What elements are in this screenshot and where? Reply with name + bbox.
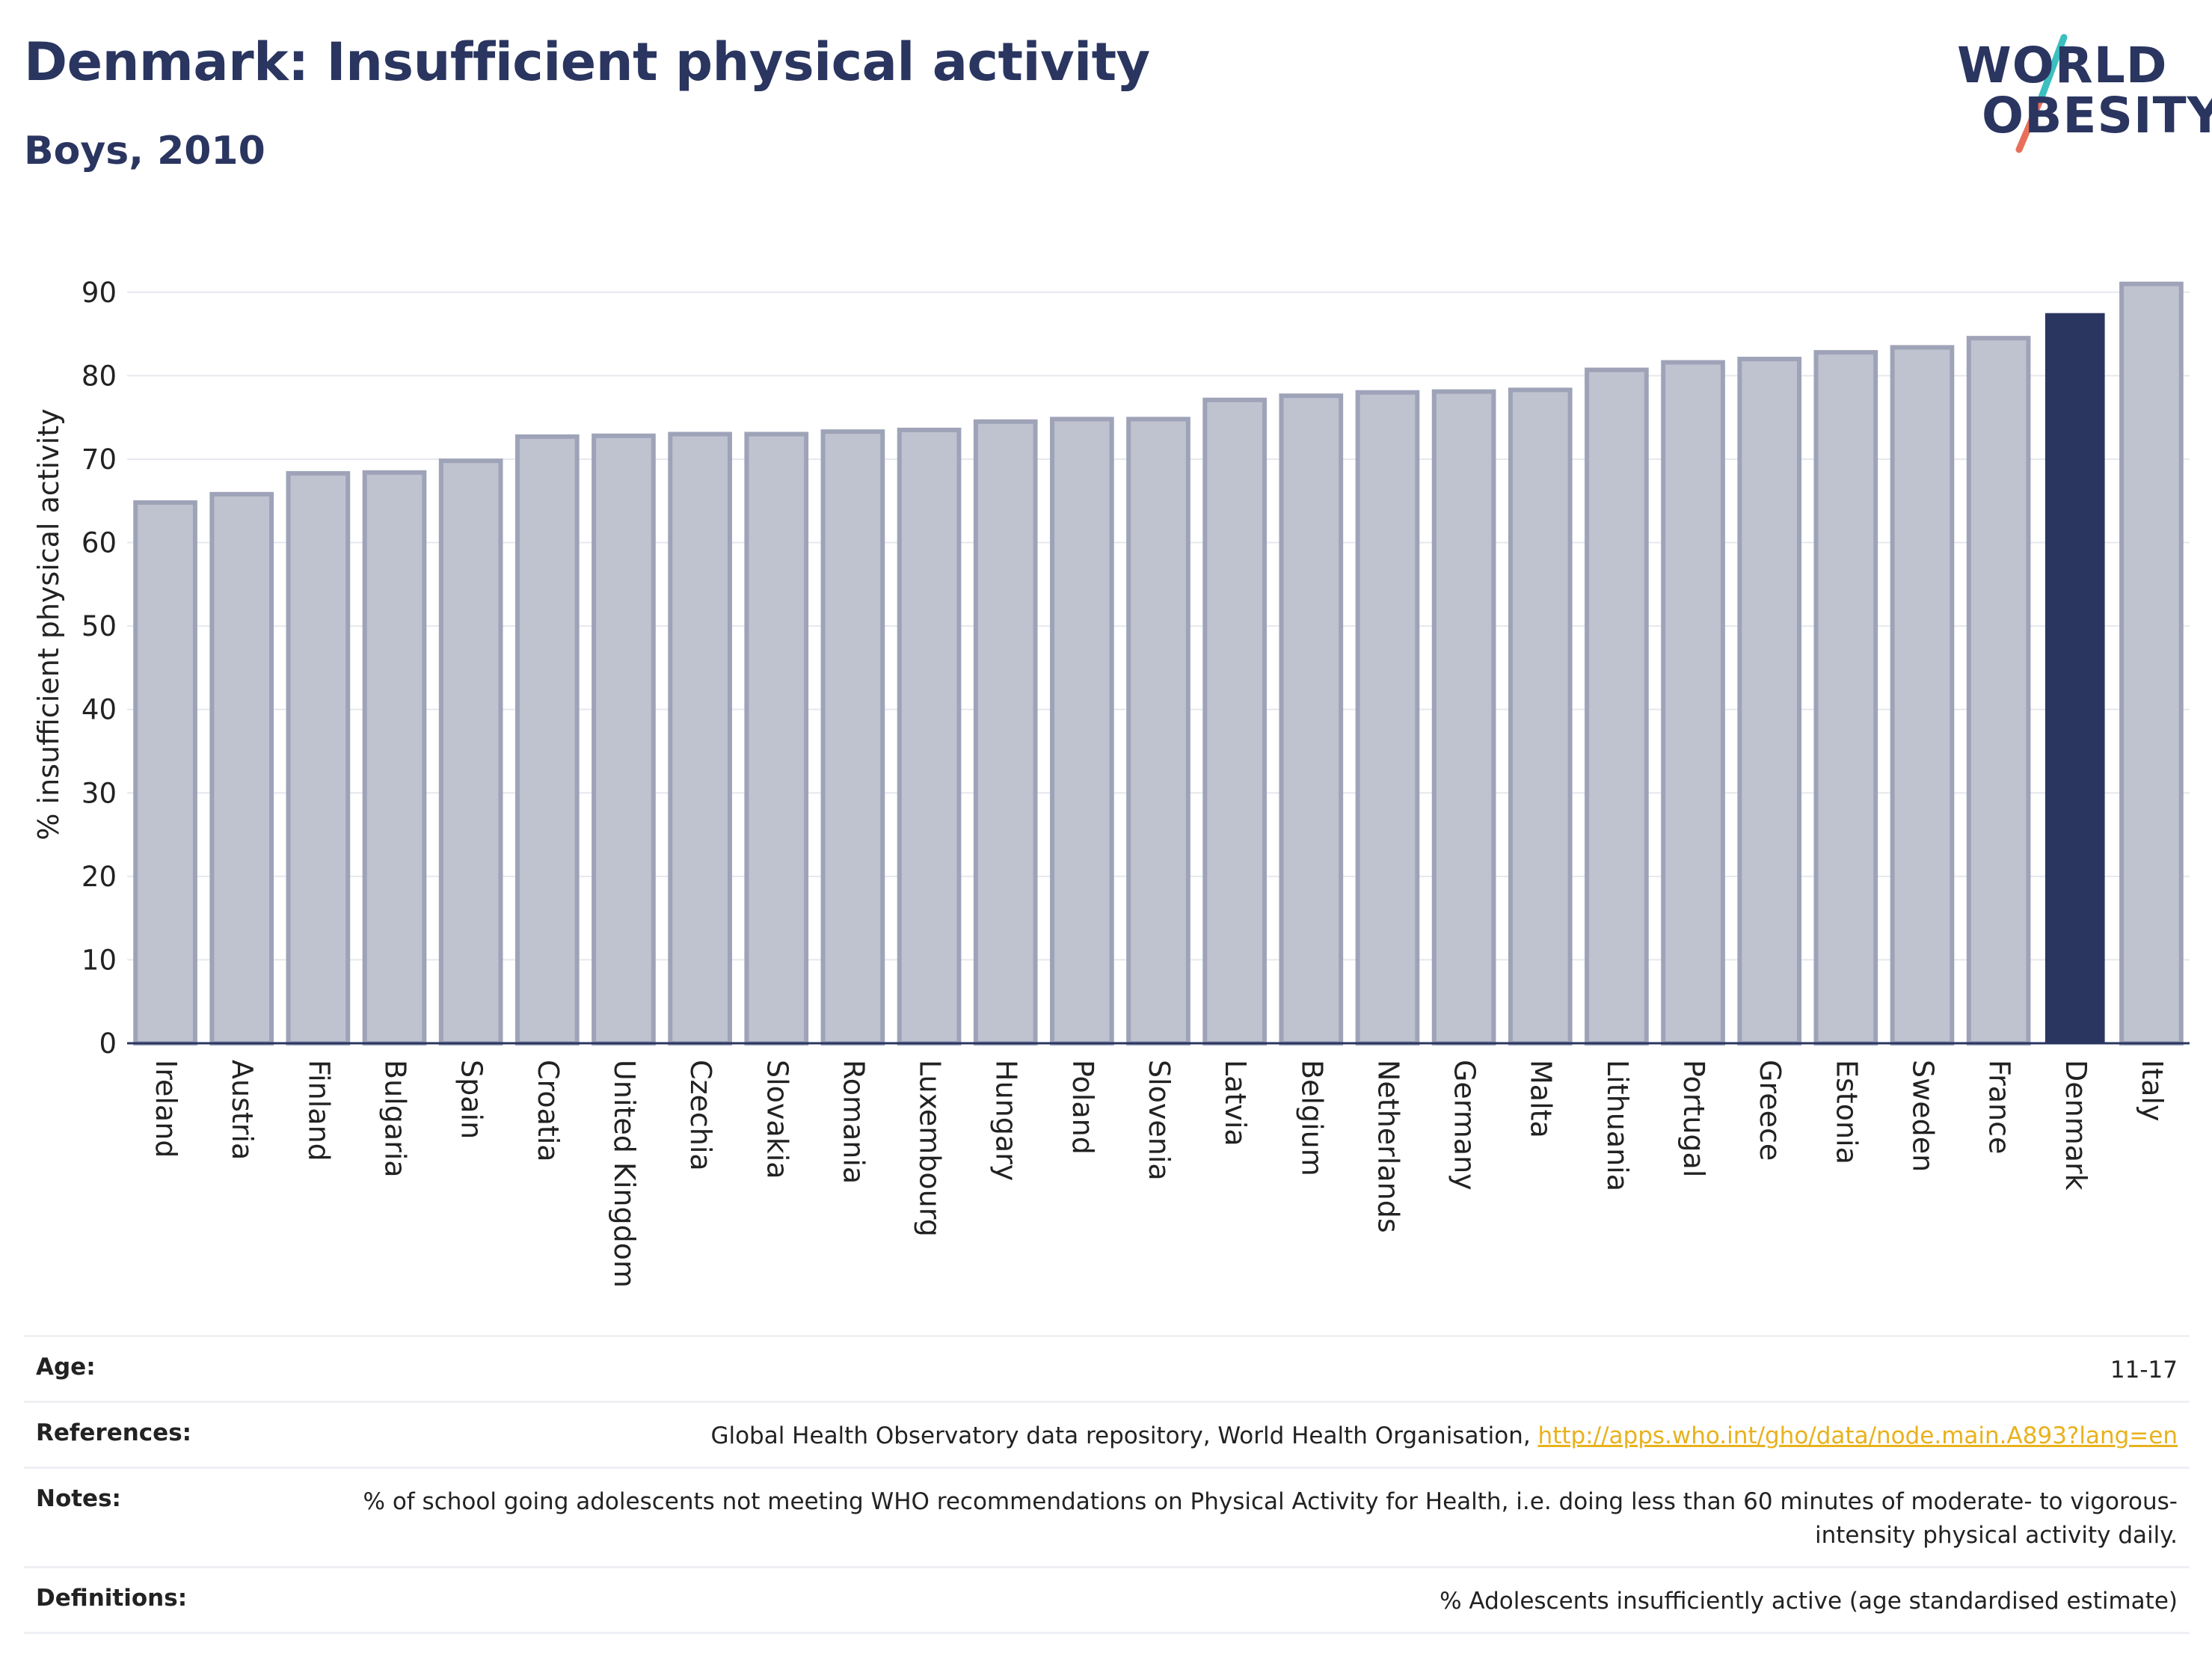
- x-tick-label: Greece: [1754, 1060, 1787, 1161]
- bar-italy: [2119, 281, 2184, 1045]
- x-tick-label: Croatia: [532, 1060, 565, 1162]
- bar-austria: [209, 491, 274, 1045]
- meta-key-definitions: Definitions:: [36, 1584, 188, 1612]
- references-link[interactable]: http://apps.who.int/gho/data/node.main.A…: [1537, 1422, 2178, 1449]
- x-tick-label: United Kingdom: [608, 1060, 641, 1288]
- meta-key-references: References:: [36, 1419, 192, 1446]
- x-tick-label: Austria: [226, 1060, 259, 1160]
- bar-france: [1966, 336, 2031, 1045]
- bar-poland: [1050, 417, 1114, 1045]
- meta-key-notes: Notes:: [36, 1484, 121, 1512]
- x-tick-label: Sweden: [1906, 1060, 1939, 1172]
- bar-malta: [1508, 387, 1573, 1045]
- x-tick-label: France: [1983, 1060, 2016, 1154]
- x-tick-label: Netherlands: [1371, 1060, 1404, 1233]
- meta-key-age: Age:: [36, 1354, 96, 1381]
- bar-germany: [1431, 389, 1496, 1045]
- bar-netherlands: [1355, 390, 1420, 1045]
- meta-value-references: Global Health Observatory data repositor…: [710, 1419, 2178, 1453]
- x-tick-label: Portugal: [1677, 1060, 1710, 1177]
- bar-czechia: [668, 432, 732, 1045]
- bar-latvia: [1202, 397, 1267, 1045]
- x-tick-label: Malta: [1525, 1060, 1558, 1138]
- bar-chart: 0 10 20 30 40 50 60 70 80 90 Ireland Austria Finland…: [32, 277, 2190, 1288]
- x-tick-label: Ireland: [150, 1060, 182, 1158]
- references-text: Global Health Observatory data repositor…: [710, 1422, 1538, 1449]
- bar-bulgaria: [362, 470, 427, 1045]
- bar-portugal: [1661, 360, 1725, 1045]
- x-tick-label: Lithuania: [1601, 1060, 1634, 1191]
- page-title: Denmark: Insufficient physical activity: [24, 31, 1150, 93]
- x-tick-label: Romania: [837, 1060, 870, 1184]
- x-tick-label: Slovenia: [1143, 1060, 1176, 1181]
- bar-estonia: [1813, 350, 1878, 1045]
- bar-sweden: [1890, 345, 1955, 1045]
- bar-spain: [438, 458, 503, 1045]
- meta-row-references: References: Global Health Observatory da…: [24, 1400, 2190, 1467]
- bar-romania: [820, 429, 885, 1045]
- meta-value-age: 11-17: [2110, 1357, 2178, 1384]
- logo-text-world: WORLD: [1957, 37, 2168, 94]
- bar-slovenia: [1126, 417, 1191, 1045]
- x-tick-label: Bulgaria: [379, 1060, 412, 1178]
- meta-value-notes: % of school going adolescents not meetin…: [363, 1487, 2178, 1549]
- y-tick-label: 90: [82, 277, 117, 309]
- y-tick-label: 10: [82, 944, 117, 976]
- y-tick-label: 80: [82, 360, 117, 392]
- y-tick-label: 50: [82, 610, 117, 642]
- axes: 0 10 20 30 40 50 60 70 80 90 Ireland Austria Finland…: [82, 277, 2190, 1288]
- bars: [133, 281, 2184, 1046]
- y-tick-label: 60: [82, 527, 117, 559]
- bar-hungary: [973, 419, 1038, 1046]
- meta-row-notes: Notes: % of school going adolescents not…: [24, 1466, 2190, 1566]
- logo-slash-icon: [2015, 34, 2068, 153]
- bar-belgium: [1279, 393, 1344, 1046]
- y-tick-label: 20: [82, 861, 117, 893]
- bar-ireland: [133, 500, 197, 1045]
- y-axis-label: % insufficient physical activity: [32, 408, 65, 840]
- x-tick-label: Latvia: [1219, 1060, 1252, 1146]
- bar-united-kingdom: [592, 433, 656, 1045]
- x-tick-label: Finland: [302, 1060, 335, 1161]
- y-tick-label: 70: [82, 443, 117, 476]
- x-tick-label: Belgium: [1295, 1060, 1328, 1176]
- x-tick-label: Luxembourg: [914, 1060, 947, 1237]
- x-tick-label: Denmark: [2059, 1060, 2092, 1191]
- meta-row-definitions: Definitions: % Adolescents insufficientl…: [24, 1565, 2190, 1634]
- meta-value-definitions: % Adolescents insufficiently active (age…: [1440, 1587, 2178, 1615]
- x-tick-label: Czechia: [684, 1060, 717, 1171]
- world-obesity-logo: WORLD OBESITY: [1944, 22, 2212, 157]
- bar-luxembourg: [897, 427, 962, 1046]
- x-tick-label: Slovakia: [761, 1060, 793, 1179]
- y-tick-label: 40: [82, 694, 117, 726]
- x-tick-label: Spain: [455, 1060, 488, 1139]
- x-tick-label: Italy: [2136, 1060, 2169, 1121]
- bar-denmark: [2044, 313, 2105, 1043]
- metadata-table: Age: 11-17 References: Global Health Obs…: [24, 1335, 2190, 1634]
- bar-croatia: [514, 434, 580, 1045]
- bar-greece: [1737, 357, 1802, 1046]
- x-tick-label: Poland: [1066, 1060, 1099, 1155]
- x-tick-label: Estonia: [1830, 1060, 1863, 1164]
- x-tick-label: Hungary: [990, 1060, 1023, 1181]
- y-tick-label: 30: [82, 777, 117, 809]
- bar-lithuania: [1585, 367, 1649, 1045]
- page-subtitle: Boys, 2010: [24, 129, 265, 174]
- bar-slovakia: [744, 432, 809, 1045]
- x-tick-label: Germany: [1448, 1060, 1481, 1191]
- bar-finland: [286, 470, 351, 1046]
- logo-text-obesity: OBESITY: [1982, 87, 2212, 144]
- y-tick-label: 0: [99, 1028, 117, 1060]
- meta-row-age: Age: 11-17: [24, 1335, 2190, 1401]
